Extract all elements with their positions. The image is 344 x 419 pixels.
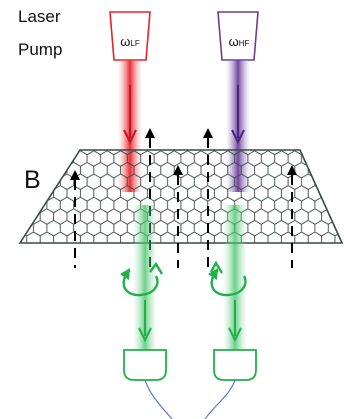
- laser-lf-icon: [109, 11, 151, 61]
- magnetic-field-label: B: [24, 166, 41, 194]
- laser-label: Laser: [18, 7, 61, 26]
- laser-hf-icon: [217, 11, 259, 61]
- rotation-arrow-icon: [120, 260, 247, 297]
- omega-hf-label: ωHF: [219, 34, 259, 52]
- detector-icon: [123, 349, 257, 381]
- detector-wires: [144, 379, 236, 419]
- omega-lf-symbol: ω: [120, 34, 131, 49]
- omega-lf-subscript: LF: [130, 39, 140, 48]
- omega-hf-subscript: HF: [238, 39, 250, 48]
- omega-lf-label: ωLF: [110, 34, 150, 52]
- graphene-lattice: [18, 149, 344, 244]
- pump-label: Pump: [18, 40, 63, 59]
- omega-hf-symbol: ω: [228, 34, 239, 49]
